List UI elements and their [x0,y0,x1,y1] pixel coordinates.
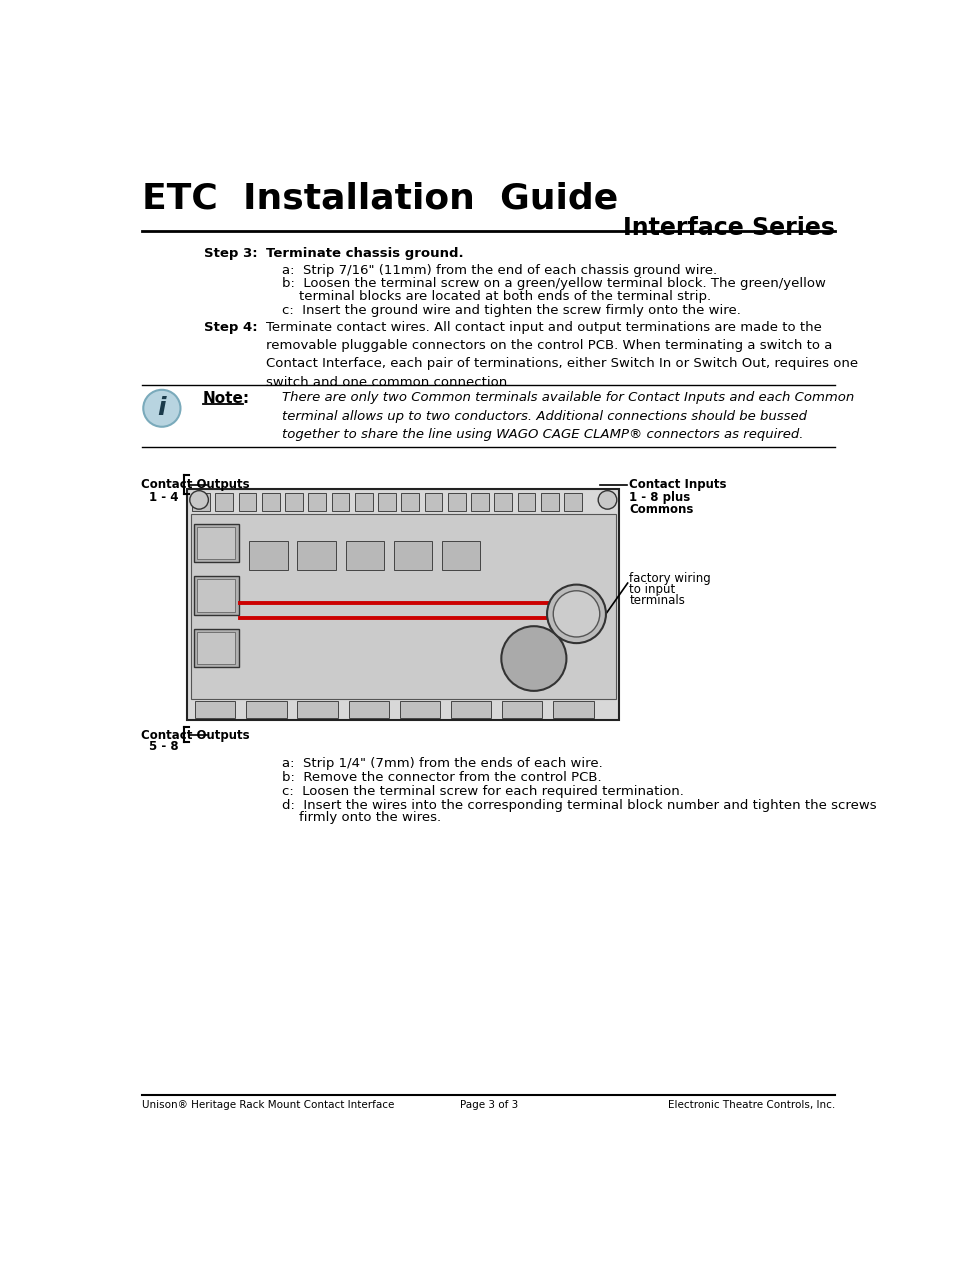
FancyBboxPatch shape [471,494,488,510]
Text: ETC  Installation  Guide: ETC Installation Guide [142,182,618,216]
FancyBboxPatch shape [297,541,335,570]
FancyBboxPatch shape [399,701,439,717]
Text: c:  Insert the ground wire and tighten the screw firmly onto the wire.: c: Insert the ground wire and tighten th… [282,304,740,317]
FancyBboxPatch shape [348,701,389,717]
FancyBboxPatch shape [196,527,235,560]
Text: Unison® Heritage Rack Mount Contact Interface: Unison® Heritage Rack Mount Contact Inte… [142,1100,395,1109]
FancyBboxPatch shape [553,701,593,717]
FancyBboxPatch shape [238,494,256,510]
Text: Page 3 of 3: Page 3 of 3 [459,1100,517,1109]
FancyBboxPatch shape [447,494,465,510]
FancyBboxPatch shape [215,494,233,510]
Text: d:  Insert the wires into the corresponding terminal block number and tighten th: d: Insert the wires into the correspondi… [282,799,876,812]
FancyBboxPatch shape [193,524,238,562]
FancyBboxPatch shape [193,628,238,667]
Text: Note:: Note: [203,392,250,406]
FancyBboxPatch shape [394,541,432,570]
Text: factory wiring: factory wiring [629,572,710,585]
Text: Contact Outputs: Contact Outputs [141,478,250,491]
FancyBboxPatch shape [196,579,235,612]
Text: Contact Outputs: Contact Outputs [141,729,250,743]
FancyBboxPatch shape [517,494,535,510]
FancyBboxPatch shape [345,541,384,570]
FancyBboxPatch shape [193,576,238,614]
FancyBboxPatch shape [297,701,337,717]
Text: There are only two Common terminals available for Contact Inputs and each Common: There are only two Common terminals avai… [282,392,853,441]
FancyBboxPatch shape [494,494,512,510]
FancyBboxPatch shape [187,490,618,720]
Text: b:  Remove the connector from the control PCB.: b: Remove the connector from the control… [282,771,601,784]
FancyBboxPatch shape [424,494,442,510]
Text: to input: to input [629,583,675,597]
FancyBboxPatch shape [401,494,418,510]
Text: terminals: terminals [629,594,684,607]
FancyBboxPatch shape [540,494,558,510]
Text: Interface Series: Interface Series [622,216,835,240]
FancyBboxPatch shape [249,541,288,570]
Text: Step 3:: Step 3: [204,247,258,259]
FancyBboxPatch shape [246,701,286,717]
FancyBboxPatch shape [377,494,395,510]
Text: Contact Inputs: Contact Inputs [629,478,726,491]
Text: Commons: Commons [629,502,693,516]
FancyBboxPatch shape [195,701,235,717]
FancyBboxPatch shape [451,701,491,717]
Circle shape [190,491,208,509]
Text: a:  Strip 7/16" (11mm) from the end of each chassis ground wire.: a: Strip 7/16" (11mm) from the end of ea… [282,263,717,276]
Circle shape [553,590,599,637]
Text: Terminate chassis ground.: Terminate chassis ground. [266,247,464,259]
Text: terminal blocks are located at both ends of the terminal strip.: terminal blocks are located at both ends… [298,290,710,303]
FancyBboxPatch shape [563,494,581,510]
Text: c:  Loosen the terminal screw for each required termination.: c: Loosen the terminal screw for each re… [282,785,683,798]
Circle shape [143,389,180,427]
FancyBboxPatch shape [261,494,279,510]
FancyBboxPatch shape [501,701,542,717]
FancyBboxPatch shape [355,494,373,510]
Text: a:  Strip 1/4" (7mm) from the ends of each wire.: a: Strip 1/4" (7mm) from the ends of eac… [282,757,602,770]
FancyBboxPatch shape [285,494,303,510]
Text: i: i [157,396,166,420]
Circle shape [546,585,605,644]
Text: firmly onto the wires.: firmly onto the wires. [298,812,440,824]
FancyBboxPatch shape [196,632,235,664]
Text: Step 4:: Step 4: [204,321,258,333]
Text: Electronic Theatre Controls, Inc.: Electronic Theatre Controls, Inc. [667,1100,835,1109]
Text: b:  Loosen the terminal screw on a green/yellow terminal block. The green/yellow: b: Loosen the terminal screw on a green/… [282,277,825,290]
Circle shape [598,491,617,509]
FancyBboxPatch shape [191,514,616,698]
Circle shape [500,626,566,691]
Text: 1 - 8 plus: 1 - 8 plus [629,491,690,504]
FancyBboxPatch shape [308,494,326,510]
FancyBboxPatch shape [192,494,210,510]
Text: Terminate contact wires. All contact input and output terminations are made to t: Terminate contact wires. All contact inp… [266,321,858,389]
Text: 1 - 4: 1 - 4 [149,491,178,504]
FancyBboxPatch shape [441,541,480,570]
Text: 5 - 8: 5 - 8 [149,740,178,753]
FancyBboxPatch shape [332,494,349,510]
